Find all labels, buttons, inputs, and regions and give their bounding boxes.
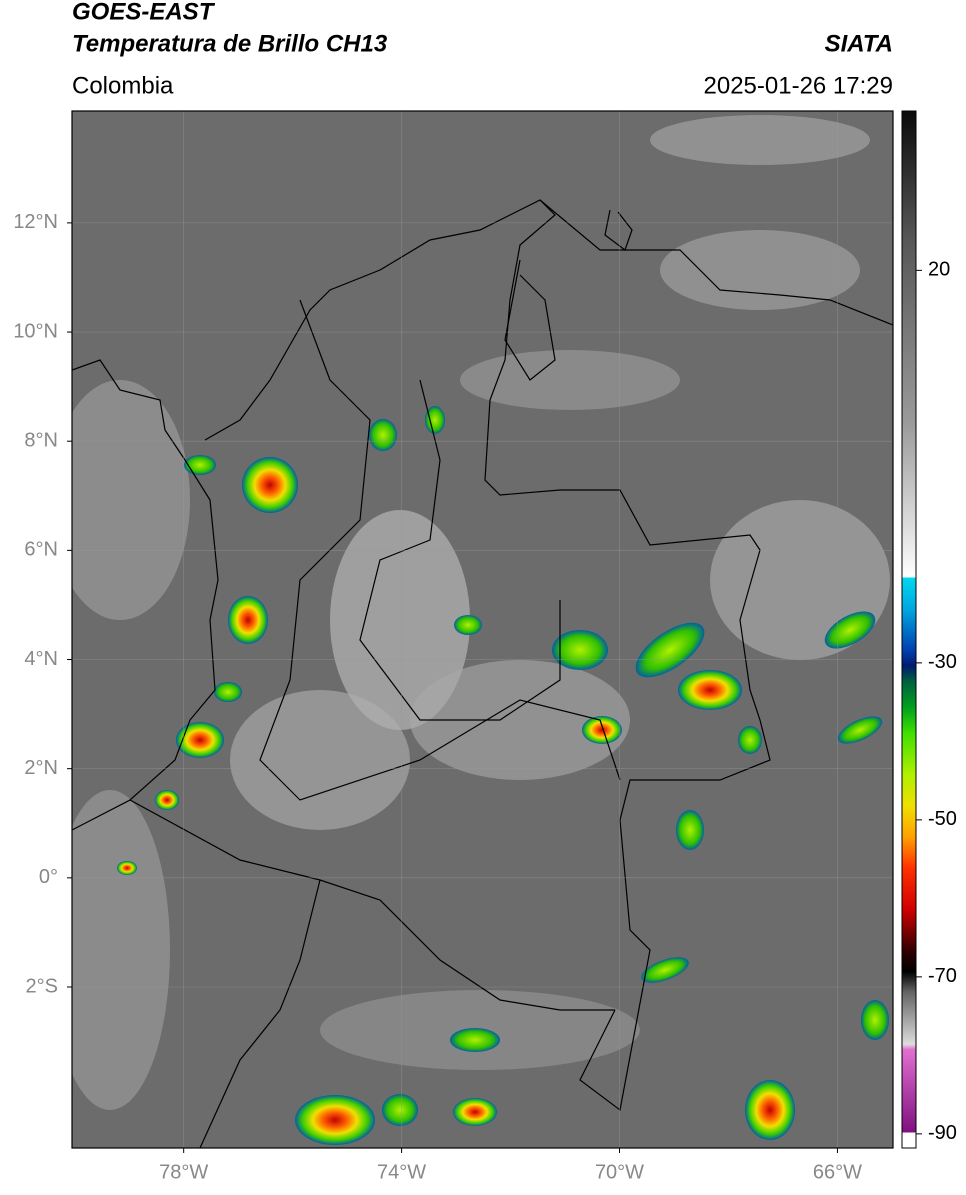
colorbar-tick-label: -70 <box>928 965 957 987</box>
y-tick-label: 8°N <box>24 429 58 451</box>
cloud <box>460 350 680 410</box>
x-tick-label: 78°W <box>159 1161 208 1183</box>
cloud <box>660 230 860 310</box>
colorbar-tick-label: -90 <box>928 1122 957 1144</box>
cloud <box>650 115 870 165</box>
storm-cell <box>745 1080 795 1140</box>
x-tick-label: 70°W <box>595 1161 644 1183</box>
colorbar <box>901 110 917 1149</box>
storm-cell <box>155 790 179 810</box>
x-tick-label: 66°W <box>813 1161 862 1183</box>
border <box>199 879 321 1148</box>
storm-cell <box>214 682 242 702</box>
colorbar-tick-label: 20 <box>928 259 950 281</box>
storm-cell <box>837 716 883 744</box>
colorbar-tick-label: -50 <box>928 808 957 830</box>
map-image <box>72 111 893 1148</box>
source: SIATA <box>825 30 893 57</box>
storm-cell <box>738 726 762 754</box>
storm-cell <box>450 1028 500 1052</box>
storm-cell <box>295 1095 375 1145</box>
cloud <box>330 510 470 730</box>
storm-cell <box>228 596 268 644</box>
y-tick-label: 2°N <box>24 757 58 779</box>
storm-cell <box>454 615 482 635</box>
border <box>504 259 556 381</box>
cloud <box>72 790 170 1110</box>
subtitle: Temperatura de Brillo CH13 <box>72 30 388 57</box>
y-tick-label: 4°N <box>24 648 58 670</box>
cloud <box>410 660 630 780</box>
storm-cell <box>184 455 216 475</box>
border <box>539 199 893 326</box>
x-tick-label: 74°W <box>377 1161 426 1183</box>
border <box>604 209 633 251</box>
storm-cell <box>382 1094 418 1126</box>
title: GOES-EAST <box>72 0 216 25</box>
y-tick-label: 10°N <box>13 320 58 342</box>
border <box>204 199 771 1112</box>
storm-cell <box>552 630 608 670</box>
colorbar-tick-label: -30 <box>928 651 957 673</box>
grid <box>67 111 893 1153</box>
y-tick-label: 6°N <box>24 539 58 561</box>
storm-cell <box>861 1000 889 1040</box>
storm-cell <box>676 810 704 850</box>
map-frame <box>71 110 894 1149</box>
datetime: 2025-01-26 17:29 <box>704 72 894 99</box>
storm-cell <box>117 861 137 875</box>
y-tick-label: 2°S <box>26 975 58 997</box>
border <box>72 359 219 831</box>
borders <box>72 199 893 1148</box>
region: Colombia <box>72 72 174 99</box>
border <box>129 799 615 1011</box>
border <box>259 299 621 801</box>
cloud <box>72 380 190 620</box>
storm-cell <box>425 406 445 434</box>
storm-cell <box>453 1098 497 1126</box>
border <box>359 379 561 721</box>
cloud <box>230 690 410 830</box>
storm-cell <box>635 622 705 678</box>
y-tick-label: 0° <box>39 866 58 888</box>
y-tick-label: 12°N <box>13 211 58 233</box>
storm-cell <box>242 457 298 513</box>
storm-cell <box>678 670 742 710</box>
storm-cell <box>176 722 224 758</box>
storm-cell <box>369 419 397 451</box>
storm-cell <box>641 957 689 983</box>
storm-cell <box>582 716 622 744</box>
